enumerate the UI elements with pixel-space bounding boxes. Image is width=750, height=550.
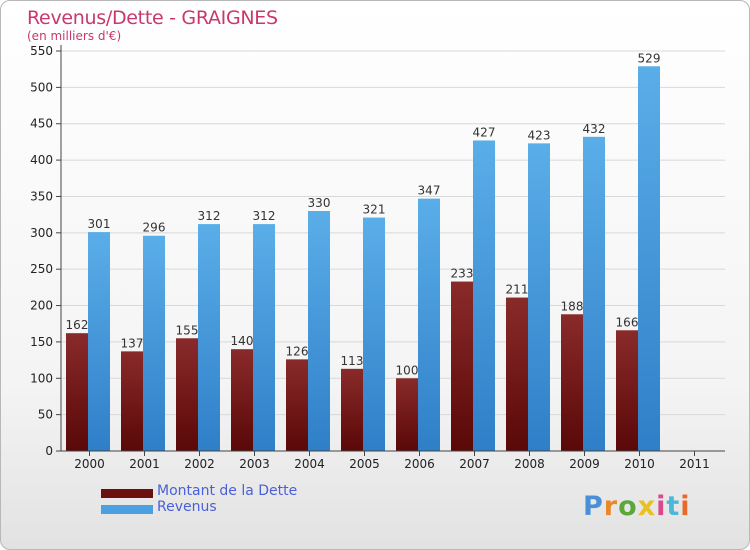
bar-revenus — [198, 224, 220, 451]
data-labels: 162 301 137 296 155 312 140 312 126 330 113 321 100 3… — [66, 51, 661, 377]
y-tick-label: 100 — [30, 371, 53, 385]
y-tick-label: 0 — [45, 444, 53, 458]
y-tick-label: 500 — [30, 80, 53, 94]
legend-label-dette: Montant de la Dette — [157, 483, 298, 499]
data-label-dette: 155 — [176, 323, 199, 337]
chart-subtitle: (en milliers d'€) — [27, 29, 122, 43]
y-tick-label: 400 — [30, 153, 53, 167]
x-tick-label: 2002 — [184, 457, 215, 471]
y-tick-label: 150 — [30, 335, 53, 349]
bars — [66, 66, 660, 452]
data-label-dette: 188 — [561, 299, 584, 313]
y-tick-label: 50 — [38, 408, 53, 422]
logo-letter: o — [618, 491, 638, 522]
data-label-revenus: 312 — [198, 209, 221, 223]
data-label-dette: 126 — [286, 344, 309, 358]
y-tick-label: 200 — [30, 299, 53, 313]
legend-swatch-revenus — [101, 505, 153, 514]
logo-letter: x — [637, 491, 657, 522]
bar-dette — [616, 330, 638, 451]
data-label-dette: 211 — [506, 283, 529, 297]
logo-letter: P — [583, 491, 604, 522]
x-tick-label: 2001 — [129, 457, 160, 471]
bar-revenus — [363, 217, 385, 451]
chart-title: Revenus/Dette - GRAIGNES — [27, 7, 278, 29]
bar-revenus — [638, 66, 660, 451]
data-label-revenus: 330 — [308, 196, 331, 210]
data-label-dette: 113 — [341, 354, 364, 368]
data-label-revenus: 432 — [583, 122, 606, 136]
logo-letter: i — [680, 491, 691, 522]
x-tick-label: 2006 — [404, 457, 435, 471]
bar-revenus — [418, 198, 440, 451]
legend-swatch-dette — [101, 489, 153, 498]
axes: 0 50 100 150 200 250 300 350 400 450 500 550 2000 200… — [30, 44, 725, 471]
legend-label-revenus: Revenus — [157, 499, 217, 515]
data-label-revenus: 529 — [638, 51, 661, 65]
data-label-dette: 166 — [616, 315, 639, 329]
data-label-revenus: 296 — [143, 221, 166, 235]
gridlines — [61, 50, 725, 416]
x-tick-label: 2007 — [459, 457, 490, 471]
x-tick-label: 2009 — [569, 457, 600, 471]
data-label-revenus: 427 — [473, 125, 496, 139]
data-label-revenus: 321 — [363, 203, 386, 217]
x-tick-label: 2005 — [349, 457, 380, 471]
bar-dette — [341, 368, 363, 451]
bar-dette — [66, 333, 88, 451]
bar-dette — [506, 297, 528, 451]
proxiti-logo: Proxiti — [583, 491, 691, 522]
bar-dette — [286, 359, 308, 451]
bar-dette — [451, 281, 473, 451]
bar-revenus — [583, 136, 605, 451]
data-label-dette: 100 — [396, 363, 419, 377]
bar-revenus — [88, 232, 110, 451]
x-tick-label: 2011 — [679, 457, 710, 471]
bar-dette — [231, 349, 253, 451]
bar-revenus — [308, 211, 330, 451]
y-tick-label: 250 — [30, 262, 53, 276]
y-tick-label: 350 — [30, 189, 53, 203]
bar-revenus — [528, 143, 550, 451]
bar-dette — [176, 338, 198, 451]
logo-letter: r — [603, 491, 619, 522]
y-tick-label: 550 — [30, 44, 53, 58]
bar-revenus — [473, 140, 495, 452]
x-tick-label: 2008 — [514, 457, 545, 471]
y-tick-label: 450 — [30, 117, 53, 131]
bar-revenus — [143, 235, 165, 451]
bar-dette — [561, 314, 583, 451]
x-tick-label: 2010 — [624, 457, 655, 471]
x-tick-label: 2000 — [74, 457, 105, 471]
data-label-dette: 140 — [231, 334, 254, 348]
data-label-revenus: 423 — [528, 128, 551, 142]
logo-letter: i — [656, 491, 667, 522]
data-label-dette: 162 — [66, 318, 89, 332]
y-tick-label: 300 — [30, 226, 53, 240]
bar-dette — [121, 351, 143, 451]
bar-dette — [396, 378, 418, 451]
data-label-revenus: 301 — [88, 217, 111, 231]
bar-revenus — [253, 224, 275, 451]
data-label-dette: 137 — [121, 336, 144, 350]
logo-letter: t — [666, 491, 681, 522]
x-tick-label: 2003 — [239, 457, 270, 471]
data-label-revenus: 312 — [253, 209, 276, 223]
data-label-revenus: 347 — [418, 184, 441, 198]
x-tick-label: 2004 — [294, 457, 325, 471]
data-label-dette: 233 — [451, 267, 474, 281]
